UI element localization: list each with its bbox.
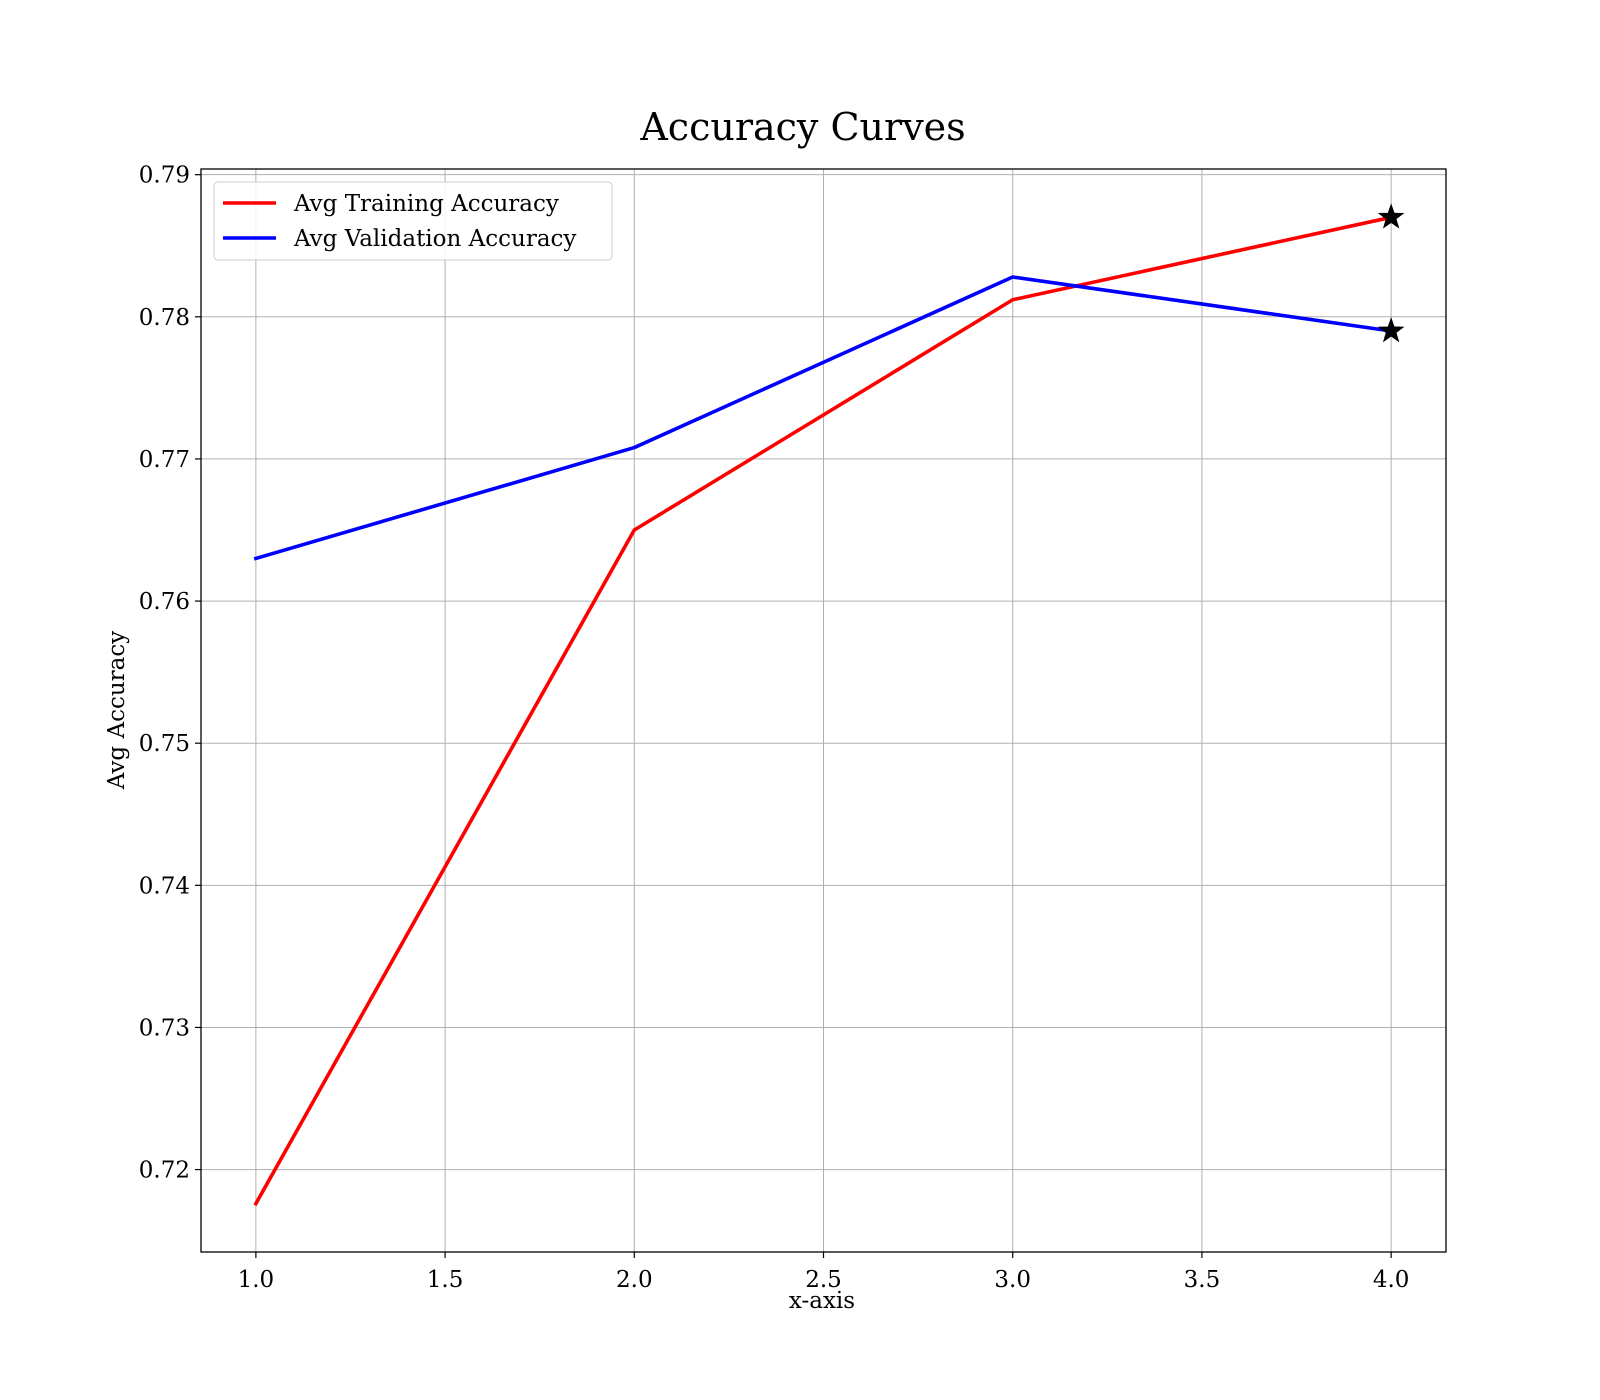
y-tick-label: 0.72 <box>139 1158 190 1184</box>
avg-validation-accuracy-line <box>253 275 1394 561</box>
x-tick-label: 1.5 <box>427 1267 464 1293</box>
y-tick-label: 0.77 <box>139 447 190 473</box>
x-tick-label: 2.5 <box>805 1267 842 1293</box>
x-axis-ticks: 1.0 1.5 2.0 2.5 3.0 3.5 4.0 <box>238 1252 1410 1293</box>
y-tick-label: 0.73 <box>139 1015 190 1041</box>
y-axis-ticks: 0.72 0.73 0.74 0.75 0.76 0.77 0.78 0.79 <box>139 163 201 1184</box>
y-tick-label: 0.74 <box>139 873 190 899</box>
legend-label: Avg Training Accuracy <box>293 191 559 217</box>
x-tick-label: 3.5 <box>1184 1267 1221 1293</box>
legend: Avg Training Accuracy Avg Validation Accu… <box>213 181 613 261</box>
y-axis-label: Avg Accuracy <box>104 631 130 790</box>
y-tick-label: 0.79 <box>139 163 190 189</box>
y-tick-label: 0.76 <box>139 589 190 615</box>
avg-validation-accuracy-best-star-marker <box>1377 316 1405 343</box>
x-tick-label: 4.0 <box>1373 1267 1410 1293</box>
x-tick-label: 2.0 <box>616 1267 653 1293</box>
y-tick-label: 0.75 <box>139 731 190 757</box>
chart-title: Accuracy Curves <box>639 105 965 149</box>
avg-training-accuracy-line <box>253 215 1394 1207</box>
y-tick-label: 0.78 <box>139 305 190 331</box>
grid-lines <box>201 169 1446 1252</box>
legend-box <box>213 181 613 261</box>
legend-label: Avg Validation Accuracy <box>293 226 576 252</box>
series-lines <box>253 215 1394 1207</box>
x-tick-label: 3.0 <box>994 1267 1031 1293</box>
avg-training-accuracy-best-star-marker <box>1377 203 1405 229</box>
x-axis-label: x-axis <box>789 1288 855 1314</box>
x-tick-label: 1.0 <box>238 1267 275 1293</box>
best-markers <box>1377 203 1405 343</box>
